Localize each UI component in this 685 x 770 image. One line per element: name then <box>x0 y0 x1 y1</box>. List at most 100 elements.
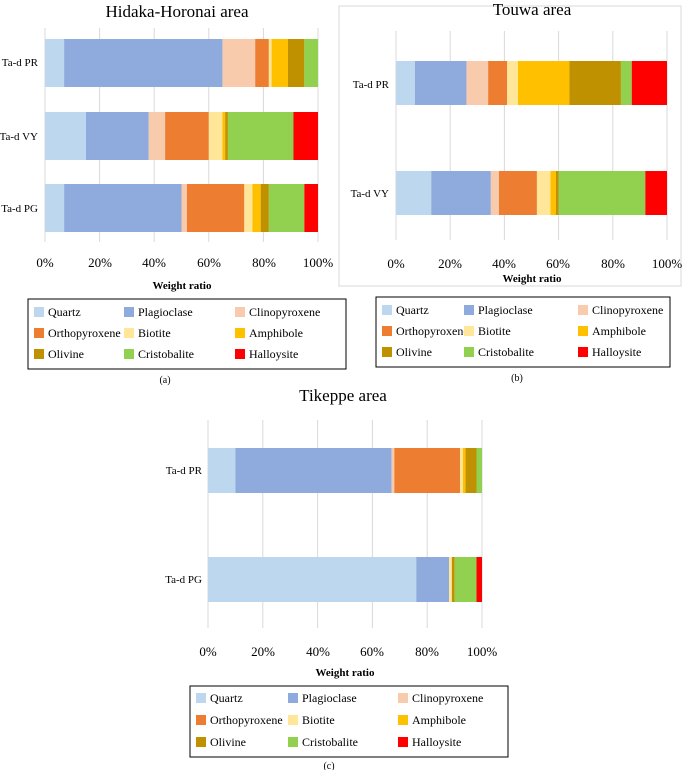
bar-segment-quartz <box>396 171 432 215</box>
panel-c-caption: (c) <box>323 761 334 770</box>
panel-a-legend: Quartz Plagioclase Clinopyroxene Orthopyrox… <box>34 305 320 361</box>
panel-a-category-label: Ta-d VY <box>0 131 38 143</box>
bar-segment-clinopyroxene <box>490 171 499 215</box>
bar-segment-halloysite <box>304 184 318 232</box>
bar-segment-amphibole <box>222 112 226 160</box>
bar-segment-quartz <box>45 184 65 232</box>
bar-segment-orthopyroxene <box>186 184 245 232</box>
legend-swatch-plagioclase <box>288 693 298 703</box>
bar-segment-plagioclase <box>64 39 223 87</box>
bar-segment-orthopyroxene <box>488 61 508 105</box>
panel-c-tick-label: 60% <box>360 644 384 659</box>
bar-segment-olivine <box>225 112 228 160</box>
bar-segment-orthopyroxene <box>394 448 461 493</box>
bar-segment-olivine <box>260 184 269 232</box>
panel-c-tick-label: 80% <box>415 644 439 659</box>
panel-b-title: Touwa area <box>493 0 572 19</box>
panel-b-legend-box <box>375 296 671 368</box>
legend-label-biotite: Biotite <box>478 324 511 338</box>
legend-label-orthopyroxene: Orthopyroxene <box>48 326 121 340</box>
panel-c-legend-box <box>189 685 509 758</box>
bar-segment-clinopyroxene <box>466 61 489 105</box>
panel-a-tick-label: 100% <box>303 255 334 270</box>
legend-swatch-orthopyroxene <box>34 328 44 338</box>
panel-a-tick-label: 80% <box>252 255 276 270</box>
legend-label-cristobalite: Cristobalite <box>138 347 194 361</box>
bar-segment-cristobalite <box>558 171 646 215</box>
panel-c-title: Tikeppe area <box>299 386 387 405</box>
legend-label-plagioclase: Plagioclase <box>138 305 193 319</box>
panel-c: Tikeppe area Ta-d PR Ta-d PG 0% 20% 40% … <box>165 386 509 770</box>
panel-b-frame <box>338 5 682 287</box>
legend-swatch-olivine <box>34 349 44 359</box>
bar-segment-plagioclase <box>414 61 467 105</box>
bar-segment-plagioclase <box>85 112 149 160</box>
bar-segment-biotite <box>208 112 223 160</box>
bar-segment-cristobalite <box>476 448 482 493</box>
panel-c-bars <box>208 448 482 602</box>
panel-c-category-label: Ta-d PR <box>166 465 203 477</box>
legend-label-halloysite: Halloysite <box>592 345 641 359</box>
panel-a-tick-label: 20% <box>88 255 112 270</box>
bar-segment-biotite <box>268 39 272 87</box>
legend-label-clinopyroxene: Clinopyroxene <box>592 303 663 317</box>
bar-segment-plagioclase <box>64 184 182 232</box>
legend-label-biotite: Biotite <box>138 326 171 340</box>
panel-b-category-label: Ta-d VY <box>351 188 389 200</box>
panel-a-caption: (a) <box>159 375 170 386</box>
panel-b-caption: (b) <box>511 373 523 384</box>
legend-swatch-halloysite <box>235 349 245 359</box>
legend-label-amphibole: Amphibole <box>592 324 646 338</box>
legend-swatch-orthopyroxene <box>382 326 392 336</box>
legend-label-orthopyroxene: Orthopyroxene <box>210 713 283 727</box>
legend-label-plagioclase: Plagioclase <box>478 303 533 317</box>
legend-swatch-cristobalite <box>464 347 474 357</box>
legend-swatch-biotite <box>464 326 474 336</box>
bar-segment-cristobalite <box>620 61 632 105</box>
panel-b-tick-label: 60% <box>546 256 570 271</box>
legend-label-olivine: Olivine <box>396 345 432 359</box>
bar-segment-quartz <box>45 39 65 87</box>
bar-segment-cristobalite <box>454 557 477 602</box>
bar-segment-cristobalite <box>268 184 305 232</box>
panel-c-tick-label: 0% <box>199 644 217 659</box>
panel-b-tick-label: 0% <box>387 256 405 271</box>
bar-segment-clinopyroxene <box>391 448 395 493</box>
legend-label-plagioclase: Plagioclase <box>302 691 357 705</box>
bar-segment-olivine <box>465 448 477 493</box>
bar-segment-halloysite <box>645 171 667 215</box>
panel-b-x-axis-title: Weight ratio <box>503 273 562 285</box>
legend-label-amphibole: Amphibole <box>249 326 303 340</box>
legend-swatch-amphibole <box>398 715 408 725</box>
bar-segment-amphibole <box>462 448 466 493</box>
panel-b-category-label: Ta-d PR <box>353 79 390 91</box>
panel-a: Hidaka-Horonai area Ta-d PR Ta-d VY Ta-d… <box>0 2 347 386</box>
legend-swatch-plagioclase <box>124 307 134 317</box>
bar-segment-amphibole <box>550 171 556 215</box>
panel-c-category-label: Ta-d PG <box>165 574 202 586</box>
bar-segment-olivine <box>451 557 455 602</box>
panel-b-tick-label: 80% <box>601 256 625 271</box>
legend-swatch-cristobalite <box>288 737 298 747</box>
legend-swatch-clinopyroxene <box>578 305 588 315</box>
legend-label-olivine: Olivine <box>48 347 84 361</box>
legend-label-clinopyroxene: Clinopyroxene <box>249 305 320 319</box>
panel-a-tick-label: 0% <box>36 255 54 270</box>
bar-segment-quartz <box>208 448 236 493</box>
legend-label-clinopyroxene: Clinopyroxene <box>412 691 483 705</box>
panel-b-legend: Quartz Plagioclase Clinopyroxene Orthopyrox… <box>382 303 663 359</box>
legend-label-cristobalite: Cristobalite <box>302 735 358 749</box>
legend-label-orthopyroxene: Orthopyroxene <box>396 324 469 338</box>
bar-segment-halloysite <box>293 112 318 160</box>
panel-c-tick-label: 100% <box>467 644 498 659</box>
legend-label-amphibole: Amphibole <box>412 713 466 727</box>
panel-b-bars <box>396 61 667 215</box>
bar-segment-orthopyroxene <box>165 112 209 160</box>
legend-label-halloysite: Halloysite <box>249 347 298 361</box>
panel-a-legend-box <box>27 298 347 370</box>
legend-swatch-quartz <box>34 307 44 317</box>
legend-swatch-olivine <box>196 737 206 747</box>
bar-segment-quartz <box>45 112 86 160</box>
panel-c-tick-label: 40% <box>306 644 330 659</box>
legend-swatch-quartz <box>382 305 392 315</box>
